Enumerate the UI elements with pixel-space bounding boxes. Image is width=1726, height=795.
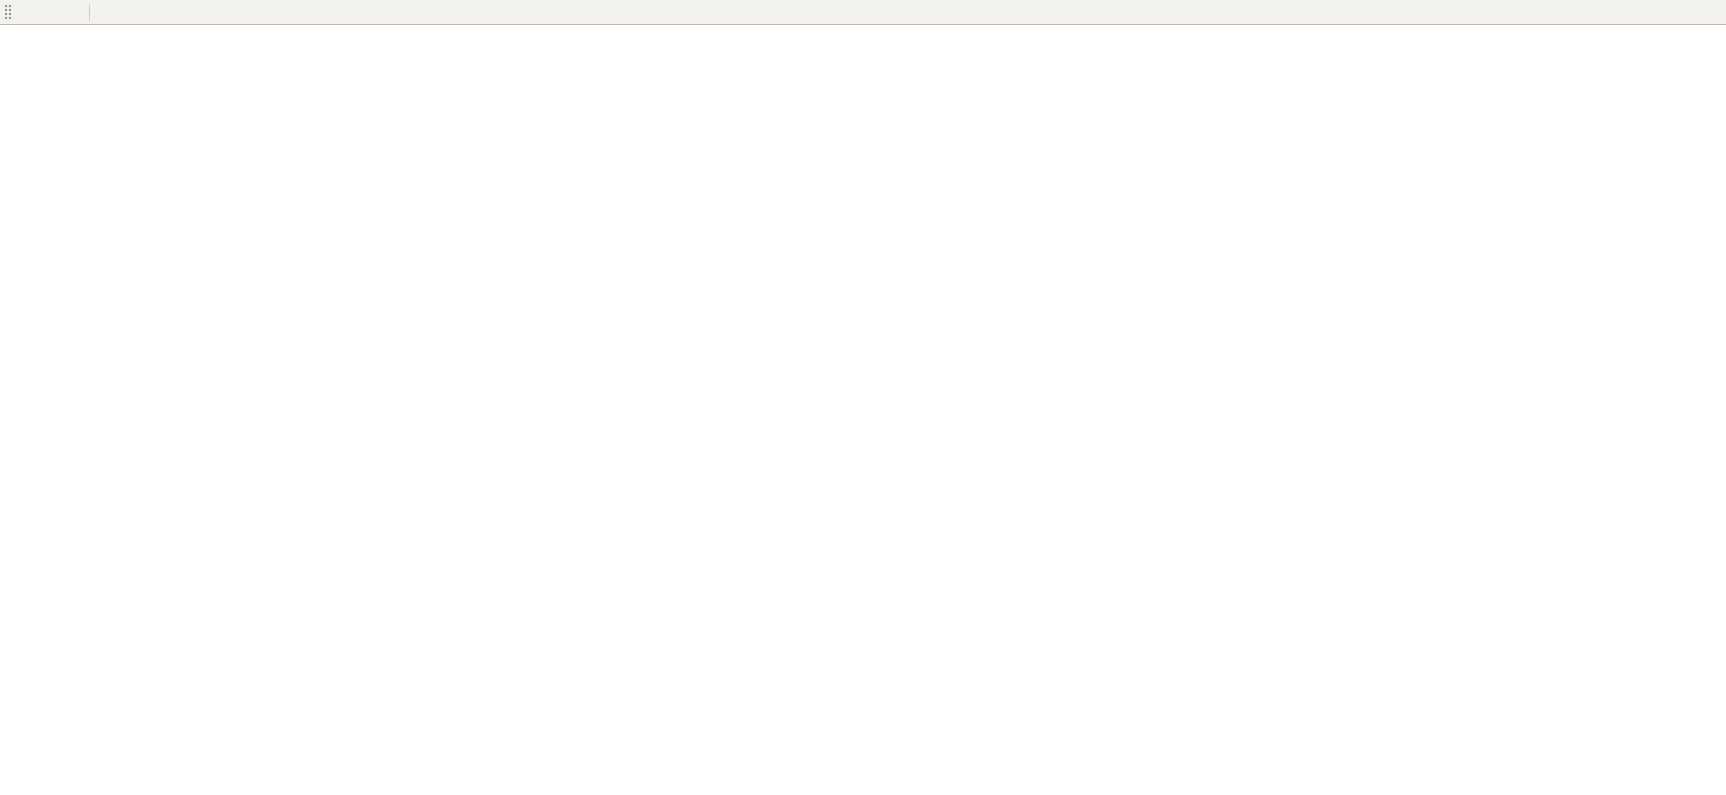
macd-label <box>8 495 15 506</box>
text-tool-button[interactable] <box>16 2 38 22</box>
chart-title <box>6 30 15 41</box>
rsi-label <box>8 598 12 609</box>
toolbar-separator <box>89 3 90 21</box>
line-studies-dropdown[interactable] <box>62 2 84 22</box>
top-toolbar <box>0 0 1726 25</box>
toolbar-drag-handle[interactable] <box>4 4 12 20</box>
chart-canvas[interactable] <box>0 25 1726 795</box>
chart-window[interactable] <box>0 25 1726 795</box>
crosshair-tool-button[interactable] <box>39 2 61 22</box>
